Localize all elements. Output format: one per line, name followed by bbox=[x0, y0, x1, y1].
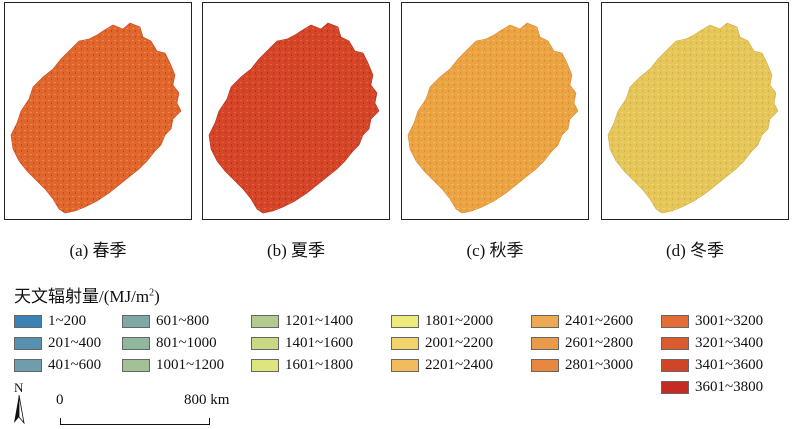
legend-swatch bbox=[661, 314, 689, 328]
north-arrow: N bbox=[14, 380, 34, 425]
legend-item: 201~400 bbox=[14, 333, 101, 353]
province-map-autumn bbox=[407, 22, 579, 214]
legend-item: 1201~1400 bbox=[251, 311, 353, 331]
legend-label: 1601~1800 bbox=[285, 356, 354, 373]
legend-label: 401~600 bbox=[48, 356, 102, 373]
legend-label: 801~1000 bbox=[156, 334, 217, 351]
legend-swatch bbox=[391, 314, 419, 328]
legend-label: 3401~3600 bbox=[695, 356, 764, 373]
province-shape bbox=[208, 22, 380, 214]
legend-item: 1601~1800 bbox=[251, 355, 353, 375]
legend-item: 2801~3000 bbox=[531, 355, 633, 375]
legend-swatch bbox=[661, 358, 689, 372]
legend-swatch bbox=[122, 314, 150, 328]
legend-label: 201~400 bbox=[48, 334, 102, 351]
caption-summer: (b) 夏季 bbox=[266, 241, 326, 260]
scale-end-label: 800 km bbox=[184, 392, 230, 408]
legend-item: 801~1000 bbox=[122, 333, 217, 353]
legend-item: 3601~3800 bbox=[661, 377, 763, 397]
province-map-spring bbox=[10, 22, 182, 214]
legend-swatch bbox=[531, 358, 559, 372]
legend-label: 2001~2200 bbox=[425, 334, 494, 351]
legend-swatch bbox=[661, 336, 689, 350]
legend-swatch bbox=[251, 314, 279, 328]
legend-item: 2401~2600 bbox=[531, 311, 633, 331]
legend-swatch bbox=[14, 358, 42, 372]
legend-label: 1201~1400 bbox=[285, 312, 354, 329]
map-panel-winter bbox=[601, 2, 789, 220]
legend-label: 3601~3800 bbox=[695, 378, 764, 395]
legend-item: 1801~2000 bbox=[391, 311, 493, 331]
legend-label: 601~800 bbox=[156, 312, 210, 329]
legend-swatch bbox=[391, 336, 419, 350]
legend-item: 1401~1600 bbox=[251, 333, 353, 353]
legend-item: 3001~3200 bbox=[661, 311, 763, 331]
legend-label: 2401~2600 bbox=[565, 312, 634, 329]
scale-bar: 0 800 km bbox=[56, 392, 246, 426]
legend-label: 2201~2400 bbox=[425, 356, 494, 373]
province-shape bbox=[10, 22, 182, 214]
map-panel-summer bbox=[202, 2, 390, 220]
province-map-winter bbox=[607, 22, 779, 214]
legend-swatch bbox=[251, 358, 279, 372]
province-shape bbox=[607, 22, 779, 214]
legend-item: 601~800 bbox=[122, 311, 209, 331]
legend-label: 1401~1600 bbox=[285, 334, 354, 351]
legend-item: 2601~2800 bbox=[531, 333, 633, 353]
legend-title: 天文辐射量/(MJ/m2) bbox=[14, 287, 160, 306]
legend-swatch bbox=[251, 336, 279, 350]
legend-item: 3201~3400 bbox=[661, 333, 763, 353]
caption-spring: (a) 春季 bbox=[69, 241, 127, 260]
legend-label: 3201~3400 bbox=[695, 334, 764, 351]
legend-swatch bbox=[531, 336, 559, 350]
legend-swatch bbox=[14, 314, 42, 328]
legend-swatch bbox=[531, 314, 559, 328]
legend-swatch bbox=[14, 336, 42, 350]
province-map-summer bbox=[208, 22, 380, 214]
legend-label: 1001~1200 bbox=[156, 356, 225, 373]
legend-label: 2801~3000 bbox=[565, 356, 634, 373]
legend-label: 2601~2800 bbox=[565, 334, 634, 351]
legend-swatch bbox=[391, 358, 419, 372]
caption-autumn: (c) 秋季 bbox=[466, 241, 524, 260]
caption-winter: (d) 冬季 bbox=[665, 241, 725, 260]
legend-swatch bbox=[122, 336, 150, 350]
north-label: N bbox=[14, 380, 24, 395]
legend-item: 401~600 bbox=[14, 355, 101, 375]
legend-item: 2201~2400 bbox=[391, 355, 493, 375]
legend-item: 3401~3600 bbox=[661, 355, 763, 375]
legend-label: 1~200 bbox=[48, 312, 87, 329]
map-panel-spring bbox=[4, 2, 192, 220]
scale-start-label: 0 bbox=[56, 392, 64, 408]
legend-label: 1801~2000 bbox=[425, 312, 494, 329]
province-shape bbox=[407, 22, 579, 214]
legend-swatch bbox=[661, 380, 689, 394]
map-panel-autumn bbox=[401, 2, 589, 220]
north-arrow-icon bbox=[14, 395, 25, 425]
legend-item: 1001~1200 bbox=[122, 355, 224, 375]
legend-item: 2001~2200 bbox=[391, 333, 493, 353]
legend-label: 3001~3200 bbox=[695, 312, 764, 329]
scale-line bbox=[60, 418, 210, 425]
legend-item: 1~200 bbox=[14, 311, 86, 331]
legend-swatch bbox=[122, 358, 150, 372]
